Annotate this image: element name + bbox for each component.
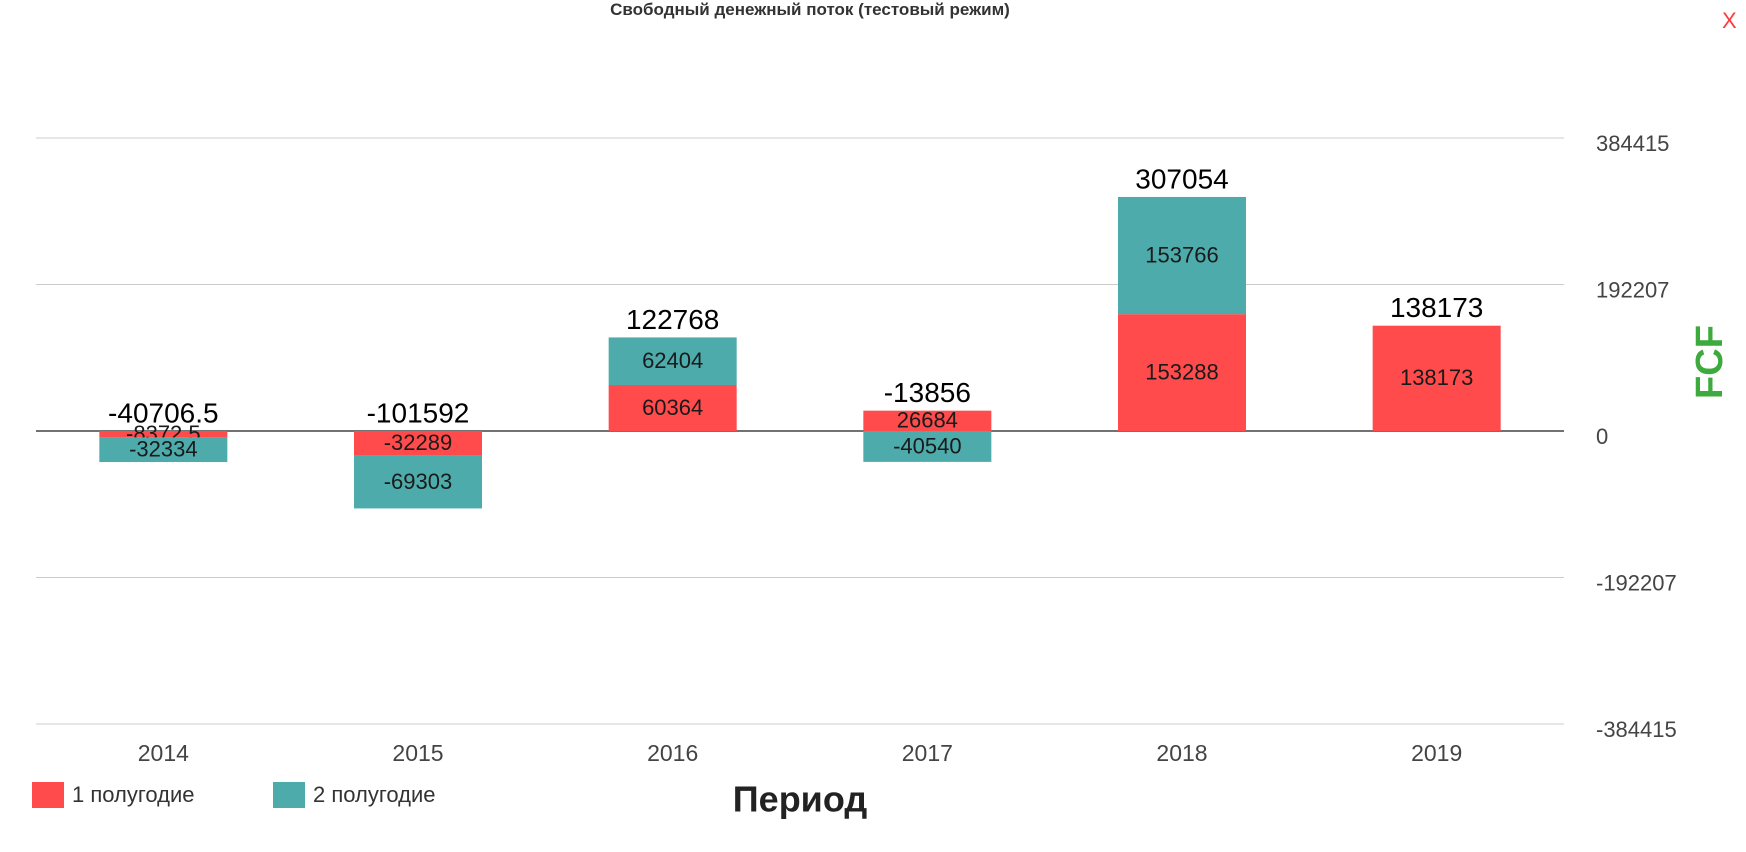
- bar-segment: [863, 410, 992, 431]
- data-label: -32289: [384, 430, 453, 455]
- x-tick-label: 2014: [138, 740, 189, 766]
- data-label: -40540: [893, 433, 962, 458]
- legend-item-series-1[interactable]: 1 полугодие: [32, 781, 195, 809]
- x-tick-label: 2016: [647, 740, 698, 766]
- chart-title: Свободный денежный поток (тестовый режим…: [610, 0, 1010, 19]
- total-label: 138173: [1390, 292, 1483, 323]
- bar-segment: [354, 455, 482, 509]
- legend-label-series-1: 1 полугодие: [72, 782, 195, 807]
- data-label: 153288: [1145, 359, 1218, 384]
- x-axis-title: Период: [733, 779, 868, 820]
- bar-segment: [863, 431, 992, 462]
- data-label: 138173: [1400, 365, 1473, 390]
- data-label: 153766: [1145, 242, 1218, 267]
- bar-segment: [99, 437, 228, 463]
- close-button[interactable]: X: [1722, 8, 1737, 33]
- data-label: -32334: [129, 437, 198, 462]
- bar-segment: [99, 431, 228, 438]
- y-tick-label: 384415: [1596, 131, 1669, 156]
- data-label: 60364: [642, 395, 703, 420]
- bar-segment: [1118, 196, 1246, 315]
- data-label: 62404: [642, 348, 703, 373]
- y-tick-label: -192207: [1596, 570, 1677, 595]
- bar-segment: [608, 337, 737, 385]
- total-label: 122768: [626, 304, 719, 335]
- legend-item-series-2[interactable]: 2 полугодие: [273, 781, 436, 809]
- x-tick-label: 2019: [1411, 740, 1462, 766]
- total-label: 307054: [1135, 163, 1228, 194]
- total-label: -40706.5: [108, 397, 219, 428]
- y-tick-label: 192207: [1596, 277, 1669, 302]
- x-tick-label: 2017: [902, 740, 953, 766]
- legend-swatch-series-2: [273, 782, 305, 808]
- data-label: -69303: [384, 469, 453, 494]
- legend-label-series-2: 2 полугодие: [313, 782, 436, 807]
- data-label: 26684: [897, 408, 958, 433]
- total-label: -13856: [884, 377, 971, 408]
- bar-segment: [1372, 325, 1501, 431]
- bar-segment: [608, 384, 737, 431]
- bar-segment: [1118, 314, 1246, 431]
- total-label: -101592: [367, 397, 470, 428]
- x-tick-label: 2015: [392, 740, 443, 766]
- y-axis-title: FCF: [1689, 325, 1731, 399]
- y-tick-label: 0: [1596, 424, 1608, 449]
- bar-segment: [354, 431, 482, 456]
- legend-swatch-series-1: [32, 782, 64, 808]
- y-tick-label: -384415: [1596, 717, 1677, 742]
- x-tick-label: 2018: [1156, 740, 1207, 766]
